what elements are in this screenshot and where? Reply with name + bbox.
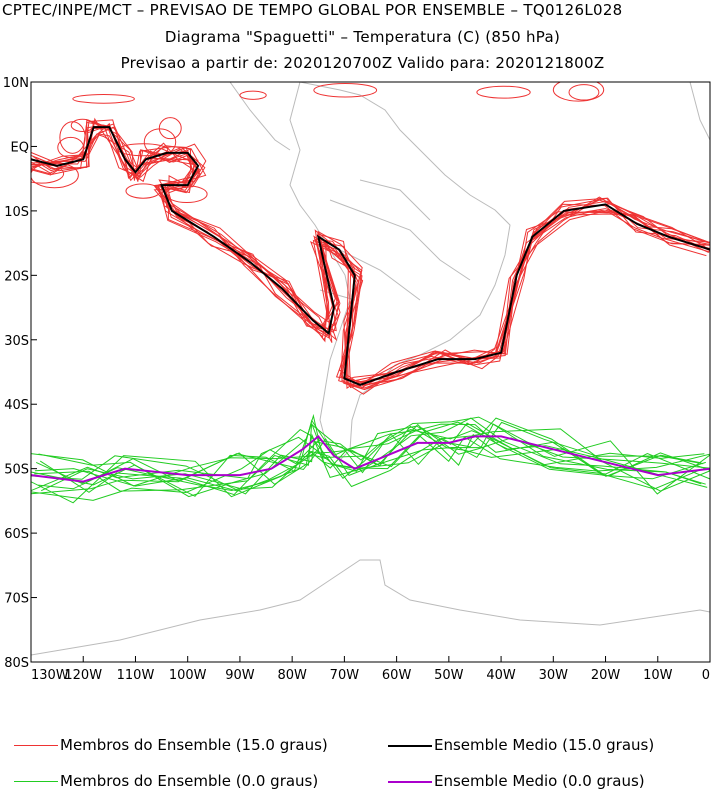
member-isoline-0 (38, 419, 710, 492)
lat-tick-label: 60S (4, 527, 29, 542)
lon-tick-label: 130W (31, 668, 69, 683)
lon-tick-label: 100W (169, 668, 207, 683)
member-isoline-15 (31, 126, 710, 386)
member-closed-isoline-15 (31, 162, 79, 189)
legend-swatch (14, 781, 58, 782)
member-closed-isoline-15 (158, 117, 182, 140)
mean-isoline-0 (31, 434, 710, 483)
lat-tick-label: 10S (4, 205, 29, 220)
lon-tick-label: 110W (117, 668, 155, 683)
lon-tick-label: 70W (330, 668, 360, 683)
ensemble-members-0 (31, 413, 710, 504)
lat-tick-label: 80S (4, 656, 29, 671)
member-isoline-15 (33, 120, 710, 386)
lat-tick-label: 70S (4, 592, 29, 607)
member-closed-isoline-15 (476, 85, 531, 99)
legend-item-mean-15: Ensemble Medio (15.0 graus) (388, 736, 654, 754)
member-isoline-15 (31, 133, 710, 381)
lon-tick-label: 60W (382, 668, 412, 683)
header-line-1: CPTEC/INPE/MCT – PREVISAO DE TEMPO GLOBA… (2, 1, 623, 19)
member-isoline-15 (31, 124, 707, 390)
member-closed-isoline-15 (125, 183, 161, 199)
header-line-2: Diagrama "Spaguetti" – Temperatura (C) (… (164, 28, 561, 46)
lat-tick-label: 40S (4, 398, 29, 413)
legend-label: Ensemble Medio (15.0 graus) (434, 736, 655, 754)
header-line-3: Previsao a partir de: 2020120700Z Valido… (120, 54, 605, 72)
member-closed-isoline-15 (239, 90, 267, 100)
ensemble-members-15 (31, 82, 710, 395)
member-closed-isoline-15 (117, 143, 169, 157)
lon-tick-label: 90W (225, 668, 255, 683)
member-closed-isoline-15 (59, 121, 86, 154)
map-frame (30, 81, 711, 663)
member-isoline-0 (31, 425, 706, 492)
lon-tick-label: 120W (64, 668, 102, 683)
member-isoline-0 (31, 428, 710, 495)
legend-swatch (388, 744, 432, 747)
country-borders (319, 179, 471, 301)
legend-item-mean-0: Ensemble Medio (0.0 graus) (388, 772, 645, 790)
lat-tick-label: 50S (4, 463, 29, 478)
member-closed-isoline-15 (552, 82, 605, 102)
member-isoline-0 (38, 413, 705, 498)
legend-swatch (388, 780, 432, 783)
member-isoline-0 (31, 434, 710, 495)
africa-coast (689, 82, 710, 141)
member-closed-isoline-15 (57, 136, 85, 159)
legend-swatch (14, 745, 58, 746)
mean-isoline-15 (31, 126, 710, 386)
legend-label: Ensemble Medio (0.0 graus) (434, 772, 645, 790)
lat-tick-label: 30S (4, 334, 29, 349)
ensemble-mean-0 (31, 434, 710, 483)
member-isoline-0 (39, 423, 710, 496)
member-isoline-15 (31, 119, 710, 389)
lon-tick-label: 0 (702, 668, 710, 683)
lon-tick-label: 20W (591, 668, 621, 683)
legend-label: Membros do Ensemble (15.0 graus) (60, 736, 328, 754)
member-isoline-0 (31, 416, 706, 501)
lat-tick-label: EQ (11, 140, 29, 155)
ensemble-mean-15 (31, 126, 710, 386)
lat-tick-label: 10N (3, 76, 29, 91)
member-isoline-0 (34, 428, 710, 492)
member-closed-isoline-15 (568, 84, 600, 101)
member-closed-isoline-15 (72, 94, 135, 104)
lon-tick-label: 80W (277, 668, 307, 683)
legend-item-members-0: Membros do Ensemble (0.0 graus) (14, 772, 318, 790)
member-isoline-0 (40, 421, 704, 492)
member-isoline-0 (34, 423, 710, 495)
member-closed-isoline-15 (70, 118, 95, 133)
member-isoline-15 (31, 119, 707, 383)
antarctica-coast (31, 559, 710, 656)
legend-item-members-15: Membros do Ensemble (15.0 graus) (14, 736, 328, 754)
lon-tick-label: 50W (434, 668, 464, 683)
member-closed-isoline-15 (313, 82, 378, 98)
member-isoline-15 (31, 123, 706, 395)
lat-tick-label: 20S (4, 269, 29, 284)
lon-tick-label: 40W (486, 668, 516, 683)
member-isoline-0 (31, 421, 708, 497)
member-isoline-15 (33, 127, 710, 389)
legend-label: Membros do Ensemble (0.0 graus) (60, 772, 319, 790)
lon-tick-label: 10W (643, 668, 673, 683)
member-isoline-15 (35, 126, 710, 383)
lon-tick-label: 30W (539, 668, 569, 683)
